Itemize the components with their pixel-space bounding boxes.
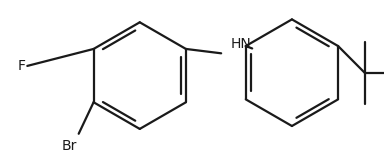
Text: Br: Br (61, 139, 77, 153)
Text: HN: HN (231, 37, 252, 51)
Text: F: F (18, 59, 25, 73)
